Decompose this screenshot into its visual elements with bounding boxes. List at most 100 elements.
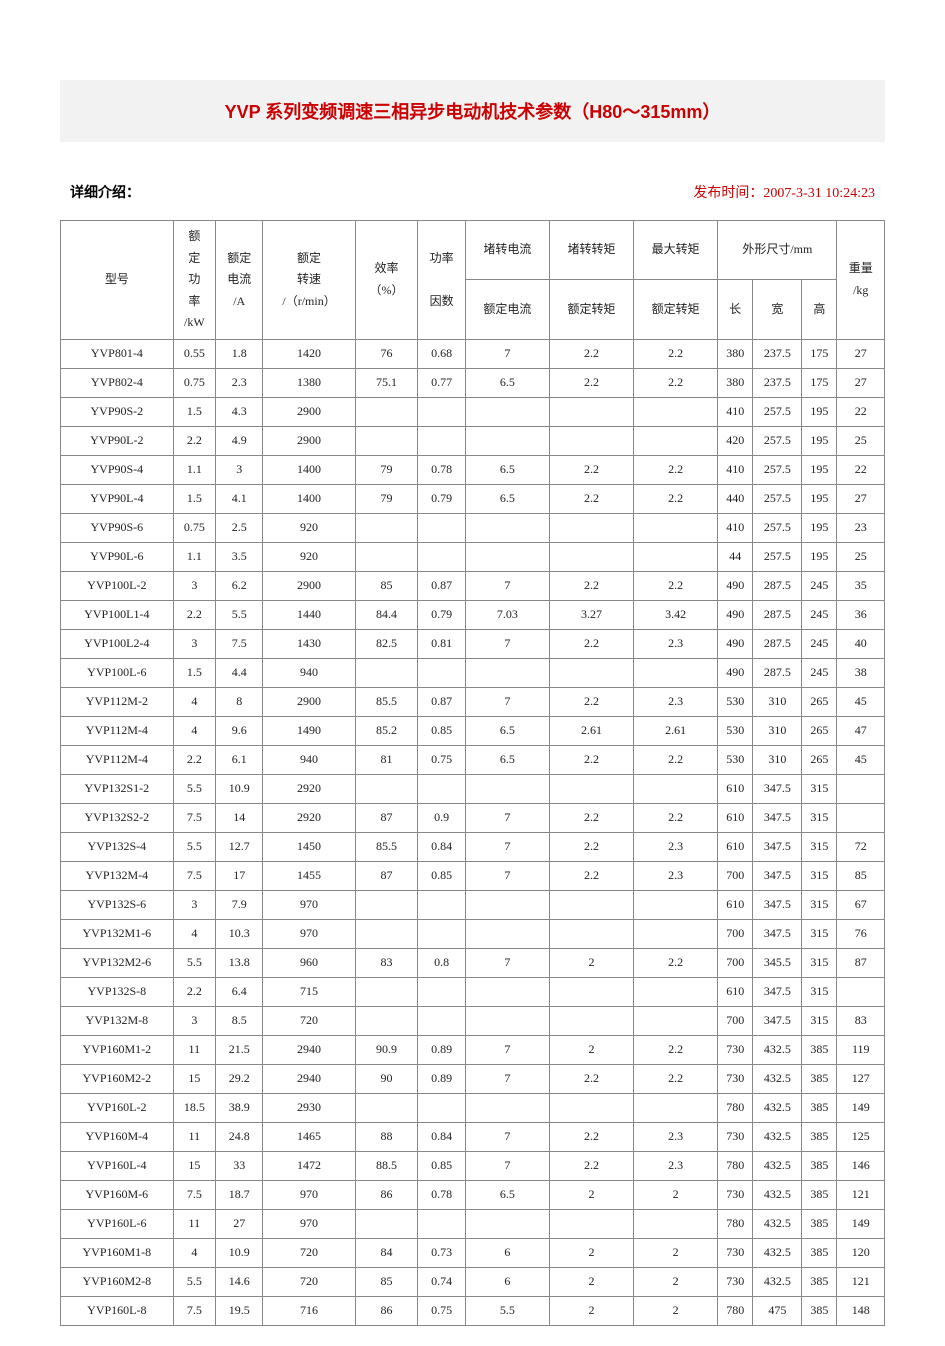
cell-l: 610 — [718, 803, 753, 832]
cell-a: 12.7 — [215, 832, 262, 861]
cell-a: 10.3 — [215, 919, 262, 948]
cell-kw: 7.5 — [173, 1296, 215, 1325]
cell-h: 385 — [802, 1180, 837, 1209]
cell-lt: 2.2 — [549, 339, 633, 368]
cell-l: 410 — [718, 513, 753, 542]
cell-a: 3 — [215, 455, 262, 484]
cell-l: 700 — [718, 919, 753, 948]
cell-kg: 25 — [837, 542, 885, 571]
cell-h: 385 — [802, 1122, 837, 1151]
cell-l: 730 — [718, 1238, 753, 1267]
col-locked-current: 堵转电流 — [465, 221, 549, 280]
cell-kg: 83 — [837, 1006, 885, 1035]
cell-kg: 22 — [837, 397, 885, 426]
table-row: YVP90S-41.131400790.786.52.22.2410257.51… — [61, 455, 885, 484]
cell-eff — [355, 1209, 418, 1238]
cell-h: 245 — [802, 600, 837, 629]
col-rated-current: 额定电流/A — [215, 221, 262, 340]
table-row: YVP801-40.551.81420760.6872.22.2380237.5… — [61, 339, 885, 368]
cell-kg: 127 — [837, 1064, 885, 1093]
cell-a: 21.5 — [215, 1035, 262, 1064]
cell-a: 10.9 — [215, 774, 262, 803]
cell-eff — [355, 658, 418, 687]
cell-w: 287.5 — [753, 658, 802, 687]
cell-kg: 25 — [837, 426, 885, 455]
cell-w: 287.5 — [753, 629, 802, 658]
cell-rpm: 2920 — [263, 774, 355, 803]
cell-w: 310 — [753, 745, 802, 774]
cell-mt: 2.2 — [634, 484, 718, 513]
table-row: YVP112M-42.26.1940810.756.52.22.25303102… — [61, 745, 885, 774]
cell-kw: 5.5 — [173, 1267, 215, 1296]
publish-info: 发布时间：2007-3-31 10:24:23 — [693, 182, 875, 202]
col-sub-rated-torque1: 额定转矩 — [549, 280, 633, 339]
cell-mt: 2 — [634, 1267, 718, 1296]
cell-l: 44 — [718, 542, 753, 571]
cell-l: 730 — [718, 1267, 753, 1296]
cell-l: 780 — [718, 1209, 753, 1238]
cell-kg — [837, 774, 885, 803]
publish-label: 发布时间： — [693, 186, 763, 201]
cell-kg: 23 — [837, 513, 885, 542]
cell-lt — [549, 774, 633, 803]
cell-kg: 27 — [837, 339, 885, 368]
cell-w: 287.5 — [753, 571, 802, 600]
cell-model: YVP112M-4 — [61, 745, 174, 774]
cell-w: 310 — [753, 687, 802, 716]
cell-h: 175 — [802, 339, 837, 368]
cell-eff: 79 — [355, 484, 418, 513]
cell-w: 432.5 — [753, 1267, 802, 1296]
cell-kg: 38 — [837, 658, 885, 687]
cell-model: YVP90L-6 — [61, 542, 174, 571]
cell-h: 175 — [802, 368, 837, 397]
cell-lc — [465, 1006, 549, 1035]
cell-l: 420 — [718, 426, 753, 455]
cell-pf — [418, 774, 465, 803]
cell-lc: 7 — [465, 687, 549, 716]
cell-kw: 15 — [173, 1151, 215, 1180]
cell-kw: 3 — [173, 629, 215, 658]
cell-pf: 0.89 — [418, 1035, 465, 1064]
cell-lt — [549, 1093, 633, 1122]
cell-model: YVP160L-4 — [61, 1151, 174, 1180]
cell-model: YVP132M1-6 — [61, 919, 174, 948]
cell-lt — [549, 919, 633, 948]
cell-h: 245 — [802, 571, 837, 600]
cell-l: 730 — [718, 1064, 753, 1093]
cell-model: YVP160M1-2 — [61, 1035, 174, 1064]
cell-w: 347.5 — [753, 803, 802, 832]
cell-w: 237.5 — [753, 368, 802, 397]
table-row: YVP90S-21.54.32900410257.519522 — [61, 397, 885, 426]
cell-pf: 0.9 — [418, 803, 465, 832]
cell-w: 432.5 — [753, 1122, 802, 1151]
cell-pf — [418, 1209, 465, 1238]
cell-w: 432.5 — [753, 1093, 802, 1122]
cell-mt — [634, 1006, 718, 1035]
cell-kg: 72 — [837, 832, 885, 861]
cell-rpm: 970 — [263, 919, 355, 948]
cell-lt — [549, 1006, 633, 1035]
cell-a: 18.7 — [215, 1180, 262, 1209]
cell-kw: 4 — [173, 716, 215, 745]
cell-w: 432.5 — [753, 1238, 802, 1267]
col-height: 高 — [802, 280, 837, 339]
table-row: YVP100L1-42.25.5144084.40.797.033.273.42… — [61, 600, 885, 629]
cell-h: 265 — [802, 687, 837, 716]
cell-rpm: 2930 — [263, 1093, 355, 1122]
cell-lt: 2.2 — [549, 368, 633, 397]
table-row: YVP100L2-437.5143082.50.8172.22.3490287.… — [61, 629, 885, 658]
cell-eff: 85 — [355, 571, 418, 600]
cell-rpm: 2900 — [263, 397, 355, 426]
cell-kw: 4 — [173, 919, 215, 948]
cell-kw: 3 — [173, 1006, 215, 1035]
cell-kg: 27 — [837, 368, 885, 397]
cell-model: YVP132S2-2 — [61, 803, 174, 832]
cell-mt: 2.2 — [634, 803, 718, 832]
col-model: 型号 — [61, 221, 174, 340]
cell-mt — [634, 1209, 718, 1238]
cell-eff — [355, 1093, 418, 1122]
cell-l: 490 — [718, 600, 753, 629]
cell-kw: 1.1 — [173, 542, 215, 571]
cell-lt: 2.2 — [549, 1122, 633, 1151]
cell-h: 195 — [802, 513, 837, 542]
